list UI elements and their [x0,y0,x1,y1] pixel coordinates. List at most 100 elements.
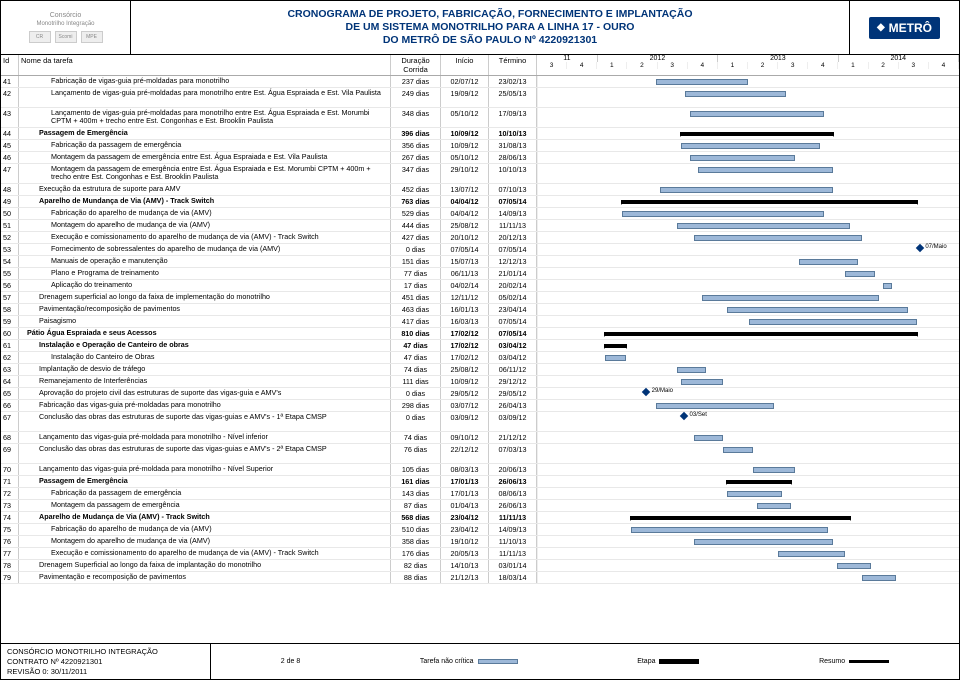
task-end: 11/11/13 [489,512,537,523]
summary-bar [605,332,917,336]
task-end: 03/04/12 [489,352,537,363]
task-start: 17/01/13 [441,476,489,487]
task-name: Instalação do Canteiro de Obras [19,352,391,363]
gantt-cell: 29/Maio [537,388,959,399]
task-bar [605,355,626,361]
task-id: 77 [1,548,19,559]
summary-bar [727,480,790,484]
gantt-cell [537,512,959,523]
task-start: 23/04/12 [441,512,489,523]
task-duration: 763 dias [391,196,441,207]
task-name: Lançamento de vigas-guia pré-moldadas pa… [19,108,391,127]
task-bar [698,167,833,173]
task-name: Montagem do aparelho de mudança de via (… [19,536,391,547]
task-bar [749,319,917,325]
task-name: Aparelho de Mudança de Via (AMV) - Track… [19,512,391,523]
legend-resumo: Resumo [819,658,889,665]
task-name: Remanejamento de Interferências [19,376,391,387]
task-end: 26/06/13 [489,476,537,487]
task-id: 79 [1,572,19,583]
task-name: Fabricação da passagem de emergência [19,140,391,151]
task-row: 47Montagem da passagem de emergência ent… [1,164,959,184]
gantt-cell [537,76,959,87]
task-bar [681,143,820,149]
task-name: Paisagismo [19,316,391,327]
task-duration: 347 dias [391,164,441,183]
task-start: 19/10/12 [441,536,489,547]
task-start: 03/07/12 [441,400,489,411]
task-name: Drenagem superficial ao longo da faixa d… [19,292,391,303]
task-name: Manuais de operação e manutenção [19,256,391,267]
task-end: 11/11/13 [489,548,537,559]
task-bar [694,235,862,241]
task-name: Aprovação do projeto civil das estrutura… [19,388,391,399]
consortium-logo-block: Consórcio Monotrilho Integração CR Scomi… [1,1,131,54]
gantt-cell [537,444,959,463]
task-bar [656,403,774,409]
gantt-cell [537,572,959,583]
task-duration: 74 dias [391,364,441,375]
task-start: 22/12/12 [441,444,489,463]
task-name: Execução e comissionamento do aparelho d… [19,548,391,559]
task-id: 58 [1,304,19,315]
task-end: 18/03/14 [489,572,537,583]
task-bar [727,491,782,497]
task-row: 53Fornecimento de sobressalentes do apar… [1,244,959,256]
task-duration: 151 dias [391,256,441,267]
task-end: 07/05/14 [489,244,537,255]
legend-etapa: Etapa [637,658,699,665]
task-row: 46Montagem da passagem de emergência ent… [1,152,959,164]
task-id: 75 [1,524,19,535]
task-end: 03/04/12 [489,340,537,351]
gantt-cell: 07/Maio [537,244,959,255]
gantt-cell [537,220,959,231]
task-name: Fabricação das vigas-guia pré-moldadas p… [19,400,391,411]
metro-logo-block: METRÔ [849,1,959,54]
task-id: 63 [1,364,19,375]
task-name: Lançamento de vigas-guia pré-moldadas pa… [19,88,391,107]
task-duration: 267 dias [391,152,441,163]
task-end: 11/11/13 [489,220,537,231]
task-id: 67 [1,412,19,431]
partner-logo: CR [29,31,51,43]
task-bar [702,295,879,301]
task-bar [622,211,824,217]
task-row: 59Paisagismo417 dias16/03/1307/05/14 [1,316,959,328]
title-line: DE UM SISTEMA MONOTRILHO PARA A LINHA 17… [135,21,845,34]
task-name: Lançamento das vigas-guia pré-moldada pa… [19,432,391,443]
task-name: Fabricação da passagem de emergência [19,488,391,499]
col-duration-header: Duração Corrida [391,55,441,75]
task-start: 29/05/12 [441,388,489,399]
task-id: 62 [1,352,19,363]
task-start: 20/10/12 [441,232,489,243]
gantt-cell [537,268,959,279]
task-id: 56 [1,280,19,291]
gantt-cell [537,232,959,243]
task-row: 50Fabricação do aparelho de mudança de v… [1,208,959,220]
task-name: Montagem da passagem de emergência [19,500,391,511]
task-bar [681,379,723,385]
task-bar [757,503,791,509]
task-end: 07/05/14 [489,328,537,339]
task-start: 05/10/12 [441,108,489,127]
task-row: 43Lançamento de vigas-guia pré-moldadas … [1,108,959,128]
summary-bar [631,516,850,520]
task-name: Montagem do aparelho de mudança de via (… [19,220,391,231]
task-name: Fabricação do aparelho de mudança de via… [19,208,391,219]
milestone-icon [916,244,924,252]
task-name: Aplicação do treinamento [19,280,391,291]
task-bar [631,527,829,533]
task-row: 48Execução da estrutura de suporte para … [1,184,959,196]
milestone-label: 03/Set [690,412,707,418]
milestone-label: 07/Maio [925,244,946,250]
task-start: 25/08/12 [441,364,489,375]
task-bar [727,307,908,313]
task-row: 72Fabricação da passagem de emergência14… [1,488,959,500]
task-id: 55 [1,268,19,279]
task-end: 17/09/13 [489,108,537,127]
task-duration: 0 dias [391,412,441,431]
task-duration: 356 dias [391,140,441,151]
task-start: 17/01/13 [441,488,489,499]
task-start: 25/08/12 [441,220,489,231]
gantt-cell [537,340,959,351]
